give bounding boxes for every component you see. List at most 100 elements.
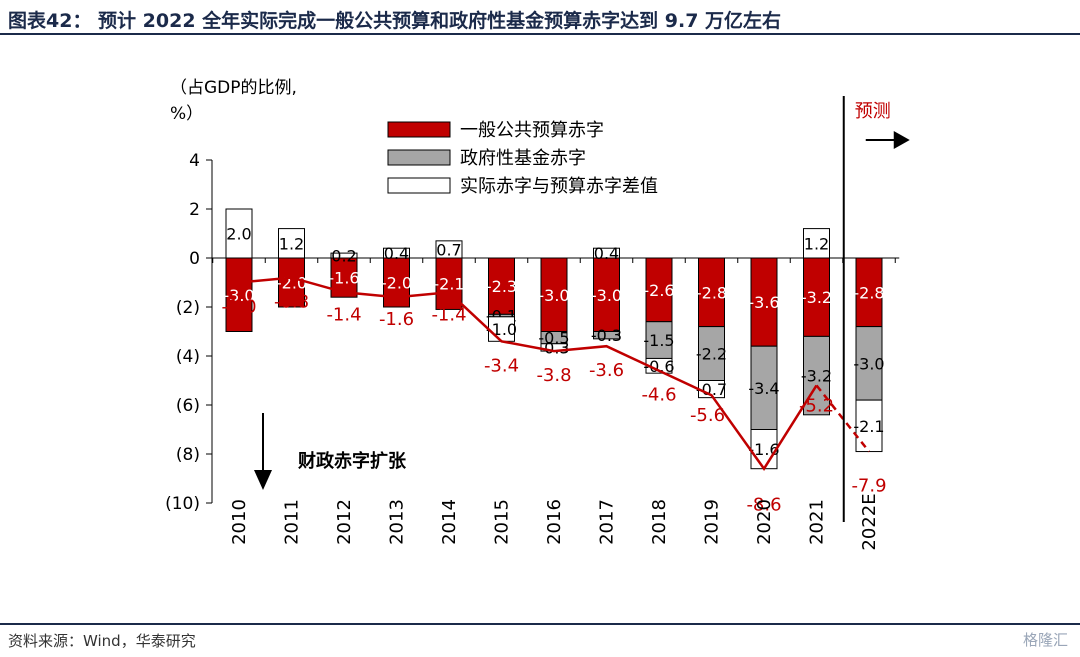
y-unit-label: %）	[170, 104, 203, 124]
y-tick-label: 2	[189, 200, 200, 220]
total-value-label: -1.6	[379, 309, 414, 330]
bar-segment	[855, 326, 883, 401]
bar-segment	[593, 331, 620, 340]
bar-value-label: -2.0	[381, 274, 412, 293]
bar-value-label: 0.7	[436, 240, 461, 259]
bar-value-label: -0.3	[538, 338, 569, 357]
y-unit-label: （占GDP的比例,	[170, 78, 297, 98]
bar-segment	[383, 247, 410, 259]
x-category-label: 2019	[702, 499, 723, 545]
y-tick-label: (10)	[165, 494, 200, 514]
total-value-label: -0.8	[274, 292, 309, 313]
x-category-label: 2014	[439, 499, 460, 545]
bar-value-label: -2.8	[853, 283, 884, 302]
total-value-label: -5.6	[690, 405, 725, 426]
forecast-label: 预测	[855, 101, 891, 122]
bar-value-label: -2.8	[696, 283, 727, 302]
figure-title: 图表42： 预计 2022 全年实际完成一般公共预算和政府性基金预算赤字达到 9…	[8, 10, 782, 32]
bar-value-label: -2.2	[696, 345, 727, 364]
bar-value-label: -2.1	[433, 275, 464, 294]
bar-value-label: -3.0	[223, 286, 254, 305]
x-category-label: 2011	[282, 499, 303, 545]
bar-value-label: -1.5	[643, 331, 674, 350]
down-arrow-icon	[254, 470, 272, 490]
y-tick-label: (4)	[176, 347, 200, 367]
x-category-label: 2018	[649, 499, 670, 545]
total-value-label: -1.0	[221, 297, 256, 318]
bar-value-label: 1.2	[279, 234, 304, 253]
bar-segment	[383, 257, 410, 308]
bar-value-label: -3.6	[748, 293, 779, 312]
bar-segment	[698, 257, 725, 328]
total-value-label: -4.6	[641, 385, 676, 406]
legend-swatch	[387, 149, 451, 166]
bar-segment	[855, 399, 883, 453]
source-note: 资料来源：Wind，华泰研究	[8, 632, 196, 650]
total-deficit-line	[238, 276, 818, 471]
bar-segment	[803, 228, 830, 259]
x-category-label: 2015	[492, 499, 513, 545]
forecast-arrow-icon	[893, 131, 910, 149]
bar-segment	[540, 257, 568, 332]
legend-label: 实际赤字与预算赤字差值	[460, 176, 658, 197]
bar-value-label: -2.6	[643, 281, 674, 300]
y-tick-label: 4	[189, 151, 200, 171]
bar-segment	[750, 345, 778, 431]
bar-value-label: -3.4	[748, 379, 779, 398]
y-tick-label: (2)	[176, 298, 200, 318]
bar-segment	[225, 257, 253, 332]
bar-value-label: -3.0	[591, 286, 622, 305]
total-value-label: -7.9	[851, 476, 886, 497]
bar-value-label: -3.0	[853, 354, 884, 373]
watermark: 格隆汇	[1022, 631, 1068, 649]
y-tick-label: 0	[189, 249, 200, 269]
total-value-label: -3.6	[589, 360, 624, 381]
x-category-label: 2010	[229, 499, 250, 545]
total-value-label: -1.4	[326, 304, 361, 325]
x-category-label: 2012	[334, 499, 355, 545]
bar-value-label: -2.3	[486, 277, 517, 296]
bar-value-label: 0.2	[331, 247, 356, 266]
legend-label: 政府性基金赤字	[460, 148, 586, 169]
bar-value-label: 1.2	[804, 234, 829, 253]
annotation-expand: 财政赤字扩张	[298, 450, 407, 472]
bar-value-label: -3.0	[538, 286, 569, 305]
bar-segment	[435, 240, 463, 259]
x-category-label: 2022E	[859, 493, 880, 550]
x-category-label: 2021	[807, 499, 828, 545]
top-rule	[0, 33, 1080, 35]
bar-value-label: -1.6	[328, 269, 359, 288]
total-value-label: -1.4	[431, 304, 466, 325]
total-value-label: -8.6	[746, 495, 781, 516]
bar-segment	[593, 247, 620, 259]
bar-value-label: -3.2	[801, 367, 832, 386]
bar-value-label: -2.1	[853, 417, 884, 436]
bar-segment	[698, 326, 725, 382]
bar-value-label: -0.6	[643, 357, 674, 376]
total-value-label: -3.8	[536, 365, 571, 386]
legend-swatch	[387, 121, 451, 138]
bar-segment	[803, 335, 830, 416]
bar-segment	[750, 257, 778, 347]
total-value-label: -5.2	[799, 395, 834, 416]
legend-label: 一般公共预算赤字	[460, 120, 604, 141]
bar-segment	[645, 257, 673, 323]
x-category-label: 2020	[754, 499, 775, 545]
bottom-rule	[0, 623, 1080, 625]
fiscal-deficit-chart: （占GDP的比例, %） 4 2 0 (2) (4) (6) (8) (10) -3.0 2.0 -2.…	[165, 78, 910, 551]
bar-segment	[278, 228, 305, 259]
bar-value-label: 2.0	[226, 225, 251, 244]
x-category-label: 2016	[544, 499, 565, 545]
bar-value-label: -0.7	[696, 380, 727, 399]
bar-segment	[225, 208, 253, 259]
y-tick-label: (8)	[176, 445, 200, 465]
x-category-label: 2013	[387, 499, 408, 545]
bar-value-label: -3.2	[801, 288, 832, 307]
bar-value-label: 0.4	[384, 244, 409, 263]
legend-swatch	[387, 177, 451, 194]
total-value-label: -3.4	[484, 355, 519, 376]
bar-value-label: -0.5	[538, 329, 569, 348]
bar-value-label: -0.3	[591, 326, 622, 345]
bar-segment	[330, 252, 358, 259]
bar-value-label: 0.4	[594, 244, 619, 263]
